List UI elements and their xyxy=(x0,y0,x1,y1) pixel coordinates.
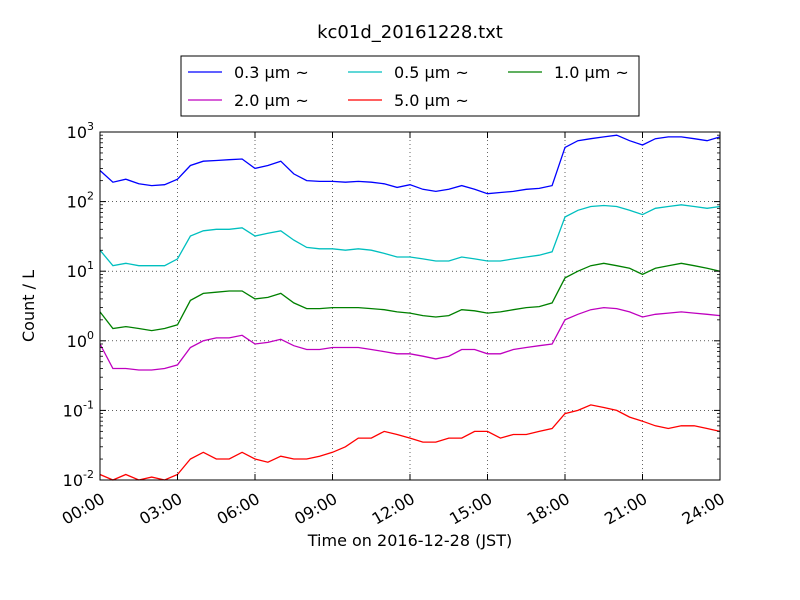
series-line xyxy=(99,306,721,371)
legend-label: 0.3 μm ~ xyxy=(234,63,309,82)
legend-label: 5.0 μm ~ xyxy=(394,91,469,110)
y-tick-label: 101 xyxy=(67,259,94,281)
x-tick-label: 21:00 xyxy=(601,489,650,529)
y-tick-label: 103 xyxy=(67,120,94,142)
legend-label: 1.0 μm ~ xyxy=(554,63,629,82)
x-tick-label: 00:00 xyxy=(59,489,108,529)
x-tick-label: 15:00 xyxy=(446,489,495,529)
legend-frame xyxy=(180,55,640,117)
legend: 0.3 μm ~ 0.5 μm ~ 1.0 μm ~ 2.0 μm ~ 5.0 μm ~ xyxy=(180,55,640,117)
series-line xyxy=(99,262,721,332)
series-line xyxy=(99,134,721,195)
x-tick-label: 12:00 xyxy=(369,489,418,529)
legend-items: 0.3 μm ~ 0.5 μm ~ 1.0 μm ~ 2.0 μm ~ 5.0 μm ~ xyxy=(188,63,629,110)
y-axis: 10-2 10-1 100 101 102 103 xyxy=(63,120,720,490)
y-tick-label: 10-1 xyxy=(63,398,94,420)
y-tick-label: 102 xyxy=(67,190,94,212)
y-tick-label: 100 xyxy=(67,329,94,351)
legend-label: 2.0 μm ~ xyxy=(234,91,309,110)
x-tick-label: 09:00 xyxy=(291,489,340,529)
y-tick-label: 10-2 xyxy=(63,468,94,490)
series-lines xyxy=(99,134,721,481)
x-tick-label: 24:00 xyxy=(679,489,728,529)
x-tick-label: 06:00 xyxy=(214,489,263,529)
chart-title: kc01d_20161228.txt xyxy=(317,22,503,43)
series-line xyxy=(99,204,721,267)
x-tick-label: 18:00 xyxy=(524,489,573,529)
x-axis: 00:00 03:00 06:00 09:00 12:00 15:00 18:00 21:00… xyxy=(59,132,728,529)
legend-label: 0.5 μm ~ xyxy=(394,63,469,82)
series-line xyxy=(99,404,721,481)
x-axis-label: Time on 2016-12-28 (JST) xyxy=(307,531,512,550)
x-tick-label: 03:00 xyxy=(136,489,185,529)
y-axis-label: Count / L xyxy=(19,270,38,342)
